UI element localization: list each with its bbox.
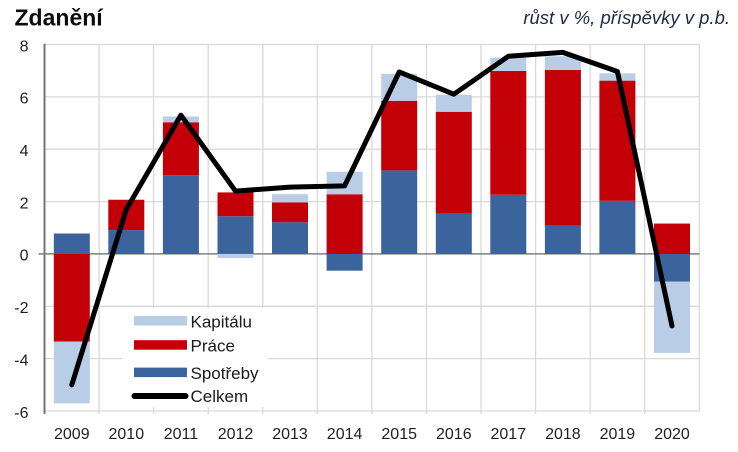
svg-text:-4: -4 — [14, 352, 28, 369]
svg-text:Zdanění: Zdanění — [15, 5, 105, 31]
svg-text:8: 8 — [20, 38, 29, 55]
svg-text:růst v %, příspěvky v p.b.: růst v %, příspěvky v p.b. — [523, 7, 730, 28]
svg-text:Celkem: Celkem — [191, 387, 249, 406]
svg-text:-6: -6 — [14, 405, 28, 422]
svg-text:2020: 2020 — [654, 426, 690, 443]
svg-text:0: 0 — [20, 248, 29, 265]
svg-text:Spotřeby: Spotřeby — [191, 364, 260, 383]
svg-text:2017: 2017 — [491, 426, 527, 443]
svg-text:2016: 2016 — [436, 426, 472, 443]
svg-text:2019: 2019 — [600, 426, 636, 443]
svg-text:2014: 2014 — [327, 426, 363, 443]
svg-text:2013: 2013 — [272, 426, 308, 443]
svg-text:2018: 2018 — [545, 426, 581, 443]
svg-text:2010: 2010 — [109, 426, 145, 443]
svg-text:2009: 2009 — [54, 426, 90, 443]
svg-text:2012: 2012 — [218, 426, 254, 443]
svg-text:2: 2 — [20, 195, 29, 212]
svg-text:Práce: Práce — [191, 337, 235, 356]
svg-text:4: 4 — [20, 143, 29, 160]
svg-text:Kapitálu: Kapitálu — [191, 312, 252, 331]
svg-text:6: 6 — [20, 91, 29, 108]
svg-text:2011: 2011 — [164, 426, 199, 443]
svg-text:-2: -2 — [14, 300, 28, 317]
svg-text:2015: 2015 — [381, 426, 417, 443]
